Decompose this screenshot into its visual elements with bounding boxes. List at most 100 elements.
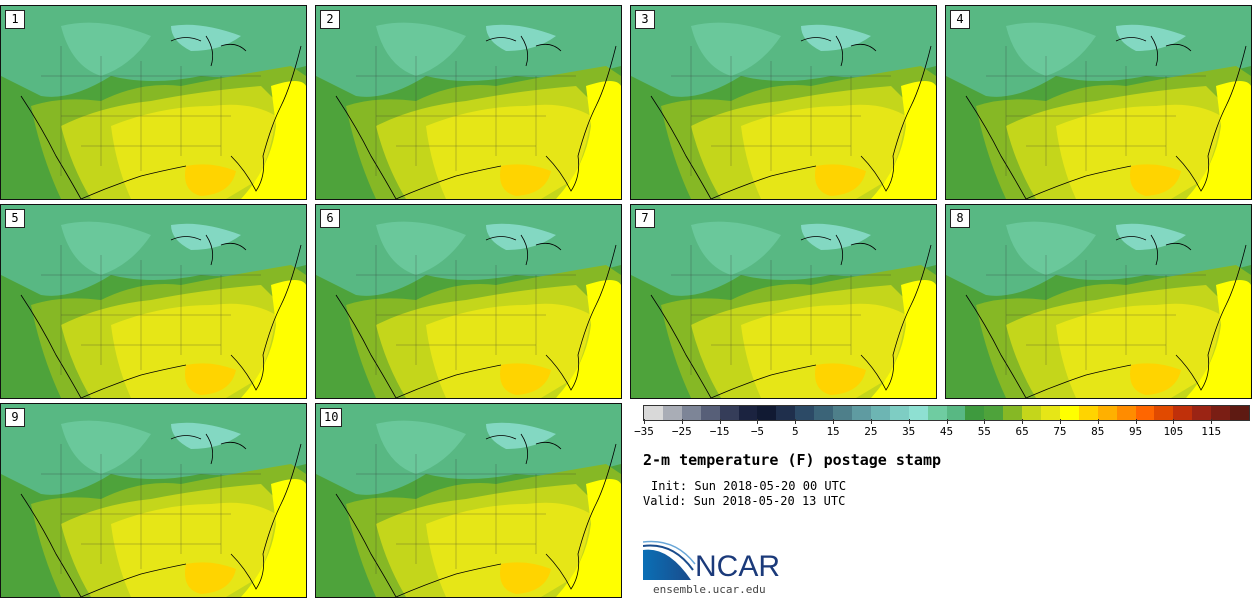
colorbar-swatch — [1116, 406, 1136, 420]
colorbar-tick — [719, 419, 721, 424]
colorbar-tick — [870, 419, 872, 424]
colorbar-tick-label: −15 — [709, 425, 730, 438]
init-time: Init: Sun 2018-05-20 00 UTC — [651, 479, 847, 493]
colorbar-tick — [795, 419, 797, 424]
colorbar-tick-label: 25 — [864, 425, 878, 438]
colorbar-tick — [908, 419, 910, 424]
ensemble-member-panel-7[interactable]: 7 — [630, 204, 937, 399]
temperature-map — [1, 6, 306, 199]
colorbar-tick — [833, 419, 835, 424]
colorbar-swatch — [1078, 406, 1098, 420]
temperature-colorbar — [643, 405, 1250, 421]
member-number: 8 — [950, 209, 970, 228]
colorbar-swatch — [1135, 406, 1155, 420]
colorbar-tick — [757, 419, 759, 424]
colorbar-swatch — [1230, 406, 1249, 420]
temperature-map — [316, 6, 621, 199]
ensemble-member-panel-4[interactable]: 4 — [945, 5, 1252, 200]
temperature-map — [946, 205, 1251, 398]
colorbar-swatch — [1211, 406, 1231, 420]
colorbar-swatch — [1003, 406, 1023, 420]
colorbar-swatch — [946, 406, 966, 420]
colorbar-tick — [1059, 419, 1061, 424]
colorbar-tick — [1135, 419, 1137, 424]
member-number: 6 — [320, 209, 340, 228]
colorbar-tick-label: 85 — [1091, 425, 1105, 438]
temperature-map — [1, 205, 306, 398]
colorbar-swatch — [681, 406, 701, 420]
temperature-map — [631, 6, 936, 199]
colorbar-swatch — [1192, 406, 1212, 420]
member-number: 1 — [5, 10, 25, 29]
colorbar-tick-label: 35 — [902, 425, 916, 438]
colorbar-tick — [681, 419, 683, 424]
ensemble-member-panel-2[interactable]: 2 — [315, 5, 622, 200]
colorbar-swatch — [700, 406, 720, 420]
member-number: 4 — [950, 10, 970, 29]
colorbar-swatch — [1059, 406, 1079, 420]
member-number: 5 — [5, 209, 25, 228]
colorbar-swatch — [984, 406, 1004, 420]
colorbar-swatch — [776, 406, 796, 420]
colorbar-tick — [984, 419, 986, 424]
colorbar-tick-label: 45 — [939, 425, 954, 438]
colorbar-swatch — [814, 406, 834, 420]
colorbar-swatch — [795, 406, 815, 420]
colorbar-swatch — [1041, 406, 1060, 420]
colorbar-swatch — [719, 406, 739, 420]
member-number: 9 — [5, 408, 25, 427]
colorbar-swatch — [1022, 406, 1042, 420]
colorbar-tick-label: −25 — [671, 425, 692, 438]
colorbar-swatch — [833, 406, 852, 420]
colorbar-tick-label: −5 — [750, 425, 765, 438]
colorbar-swatch — [851, 406, 871, 420]
colorbar-tick-label: 75 — [1053, 425, 1067, 438]
colorbar-swatch — [644, 406, 663, 420]
colorbar-tick — [644, 419, 645, 424]
site-url[interactable]: ensemble.ucar.edu — [653, 583, 766, 596]
member-number: 7 — [635, 209, 655, 228]
member-number: 10 — [320, 408, 343, 427]
colorbar-swatch — [870, 406, 890, 420]
colorbar-tick-label: 65 — [1015, 425, 1029, 438]
colorbar-swatch — [757, 406, 777, 420]
colorbar-tick-label: 105 — [1163, 425, 1184, 438]
chart-title: 2-m temperature (F) postage stamp — [643, 451, 942, 469]
temperature-map — [946, 6, 1251, 199]
member-number: 3 — [635, 10, 655, 29]
colorbar-tick — [1097, 419, 1099, 424]
colorbar-tick — [1211, 419, 1213, 424]
colorbar-tick — [946, 419, 948, 424]
ncar-logo-text: NCAR — [695, 550, 781, 583]
temperature-map — [316, 404, 621, 597]
colorbar-tick-label: 95 — [1128, 425, 1143, 438]
colorbar-swatch — [1173, 406, 1193, 420]
colorbar-swatch — [927, 406, 947, 420]
colorbar-swatch — [738, 406, 758, 420]
colorbar-tick — [1173, 419, 1175, 424]
colorbar-tick-label: 5 — [791, 425, 799, 438]
temperature-map — [316, 205, 621, 398]
colorbar-tick-label: 55 — [977, 425, 991, 438]
ensemble-member-panel-5[interactable]: 5 — [0, 204, 307, 399]
ensemble-member-panel-8[interactable]: 8 — [945, 204, 1252, 399]
member-number: 2 — [320, 10, 340, 29]
ensemble-member-panel-10[interactable]: 10 — [315, 403, 622, 598]
colorbar-tick-label: 115 — [1201, 425, 1222, 438]
colorbar-tick-label: 15 — [826, 425, 840, 438]
colorbar-swatch — [965, 406, 985, 420]
ensemble-member-panel-1[interactable]: 1 — [0, 5, 307, 200]
valid-time: Valid: Sun 2018-05-20 13 UTC — [643, 494, 846, 508]
temperature-map — [1, 404, 306, 597]
colorbar-tick — [1022, 419, 1024, 424]
colorbar-swatch — [1154, 406, 1174, 420]
ensemble-member-panel-3[interactable]: 3 — [630, 5, 937, 200]
colorbar-swatch — [662, 406, 682, 420]
ensemble-member-panel-6[interactable]: 6 — [315, 204, 622, 399]
colorbar-swatch — [889, 406, 909, 420]
colorbar-swatch — [908, 406, 928, 420]
ensemble-member-panel-9[interactable]: 9 — [0, 403, 307, 598]
colorbar-ticks: −35 −25 −15 −5 5 15 25 35 45 55 65 75 85 95 105 115 — [634, 419, 1250, 441]
ncar-logo-icon — [643, 540, 696, 580]
colorbar-swatch — [1097, 406, 1117, 420]
